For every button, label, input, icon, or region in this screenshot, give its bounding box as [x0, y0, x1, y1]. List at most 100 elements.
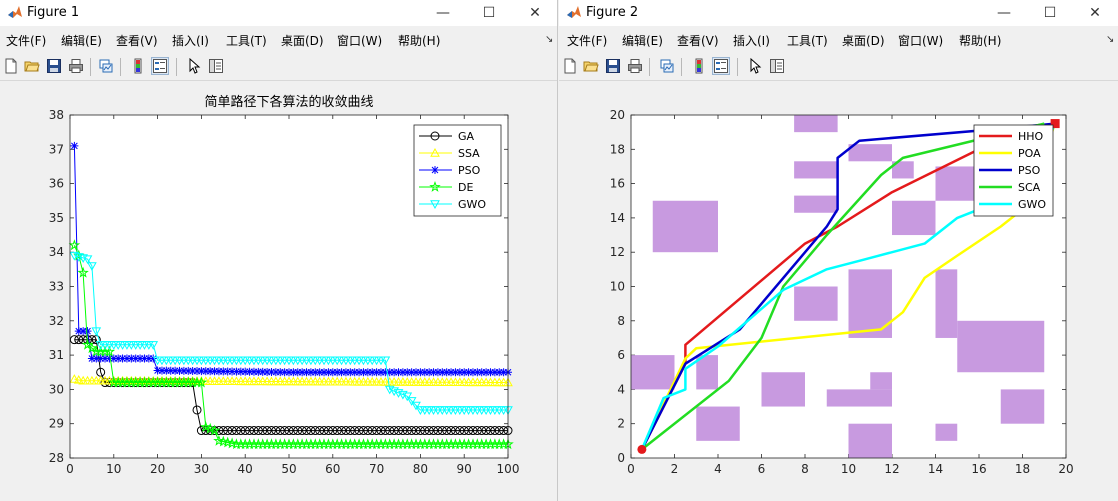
minimize-button[interactable]: — — [997, 5, 1011, 21]
menu-help[interactable]: 帮助(H) — [959, 34, 1002, 48]
save-icon[interactable] — [46, 58, 62, 74]
data-point — [271, 368, 280, 377]
data-point — [245, 367, 254, 376]
obstacle — [761, 372, 805, 407]
data-point — [249, 426, 259, 436]
data-point — [350, 426, 360, 436]
menu-view[interactable]: 查看(V) — [116, 34, 158, 48]
data-point — [341, 368, 350, 377]
x-tick-label: 8 — [801, 462, 809, 476]
data-point — [455, 426, 465, 436]
legend-icon[interactable] — [151, 57, 169, 75]
legend-icon[interactable] — [712, 57, 730, 75]
menu-tools[interactable]: 工具(T) — [226, 34, 267, 48]
data-point — [376, 426, 386, 436]
menu-insert[interactable]: 插入(I) — [733, 34, 770, 48]
data-point — [254, 367, 263, 376]
data-point — [79, 327, 88, 336]
x-tick-label: 90 — [457, 462, 472, 476]
menu-view[interactable]: 查看(V) — [677, 34, 719, 48]
y-tick-label: 10 — [610, 280, 625, 294]
data-point — [315, 368, 324, 377]
data-point — [293, 368, 302, 377]
menu-desktop[interactable]: 桌面(D) — [281, 34, 324, 48]
title-bar[interactable]: Figure 1 — ☐ ✕ — [0, 0, 557, 26]
menu-file[interactable]: 文件(F) — [6, 34, 47, 48]
close-button[interactable]: ✕ — [1089, 5, 1101, 21]
new-figure-icon[interactable] — [3, 58, 19, 74]
menu-file[interactable]: 文件(F) — [567, 34, 608, 48]
data-point — [393, 389, 404, 398]
data-point — [266, 426, 276, 436]
data-point — [109, 354, 118, 363]
data-point — [241, 367, 250, 376]
link-plot-icon[interactable] — [659, 58, 675, 74]
convergence-chart[interactable]: 0 10 20 30 40 50 60 70 80 90 100 28 29 30 31 32 33 34 35 36… — [0, 82, 557, 501]
data-point — [219, 367, 228, 376]
obstacle — [848, 144, 892, 162]
menu-window[interactable]: 窗口(W) — [337, 34, 383, 48]
y-tick-label: 33 — [49, 280, 64, 294]
save-icon[interactable] — [605, 58, 621, 74]
data-point — [385, 426, 395, 436]
menu-edit[interactable]: 编辑(E) — [61, 34, 102, 48]
menu-desktop[interactable]: 桌面(D) — [842, 34, 885, 48]
data-point — [140, 354, 149, 363]
open-file-icon[interactable] — [24, 58, 40, 74]
y-tick-label: 14 — [610, 211, 625, 225]
link-plot-icon[interactable] — [98, 58, 114, 74]
menu-overflow-icon[interactable]: ↘ — [545, 34, 554, 45]
colorbar-icon[interactable] — [130, 58, 146, 74]
data-point — [276, 368, 285, 377]
menu-tools[interactable]: 工具(T) — [787, 34, 828, 48]
figure-window-2: Figure 2 — ☐ ✕ 文件(F) 编辑(E) 查看(V) 插入(I) 工… — [559, 0, 1118, 501]
toolbar-separator — [90, 58, 91, 76]
menu-insert[interactable]: 插入(I) — [172, 34, 209, 48]
print-icon[interactable] — [68, 58, 84, 74]
close-button[interactable]: ✕ — [529, 5, 541, 21]
open-file-icon[interactable] — [583, 58, 599, 74]
data-point — [293, 426, 303, 436]
data-point — [437, 426, 447, 436]
print-icon[interactable] — [627, 58, 643, 74]
data-point — [192, 405, 202, 415]
x-tick-label: 40 — [238, 462, 253, 476]
x-tick-label: 12 — [884, 462, 899, 476]
data-point — [206, 367, 215, 376]
data-point — [263, 367, 272, 376]
data-point — [380, 356, 391, 366]
menu-edit[interactable]: 编辑(E) — [622, 34, 663, 48]
property-editor-icon[interactable] — [769, 58, 785, 74]
pointer-icon[interactable] — [747, 58, 763, 74]
data-point — [398, 368, 407, 377]
minimize-button[interactable]: — — [436, 5, 450, 21]
y-tick-label: 32 — [49, 314, 64, 328]
goal-point — [1050, 119, 1060, 129]
data-point — [306, 426, 316, 436]
menu-help[interactable]: 帮助(H) — [398, 34, 441, 48]
colorbar-icon[interactable] — [691, 58, 707, 74]
menu-window[interactable]: 窗口(W) — [898, 34, 944, 48]
data-point — [385, 368, 394, 377]
title-bar[interactable]: Figure 2 — ☐ ✕ — [559, 0, 1118, 26]
data-point — [372, 426, 382, 436]
data-point — [468, 426, 478, 436]
new-figure-icon[interactable] — [562, 58, 578, 74]
data-point — [253, 426, 263, 436]
path-planning-map[interactable]: 0 2 4 6 8 10 12 14 16 18 20 0 2 4 6 8 10 12 14 16 18 20 HHO POA… — [559, 82, 1118, 501]
data-point — [407, 426, 417, 436]
data-point — [73, 374, 84, 384]
property-editor-icon[interactable] — [208, 58, 224, 74]
pointer-icon[interactable] — [186, 58, 202, 74]
window-title: Figure 1 — [27, 5, 80, 20]
y-tick-label: 34 — [49, 245, 64, 259]
legend-label: HHO — [1018, 130, 1044, 143]
data-point — [68, 239, 81, 251]
matlab-logo-icon — [567, 6, 581, 18]
matlab-logo-icon — [8, 6, 22, 18]
data-point — [380, 426, 390, 436]
legend-label: SSA — [458, 147, 480, 160]
maximize-button[interactable]: ☐ — [1043, 5, 1057, 21]
maximize-button[interactable]: ☐ — [482, 5, 496, 21]
menu-overflow-icon[interactable]: ↘ — [1106, 34, 1115, 45]
